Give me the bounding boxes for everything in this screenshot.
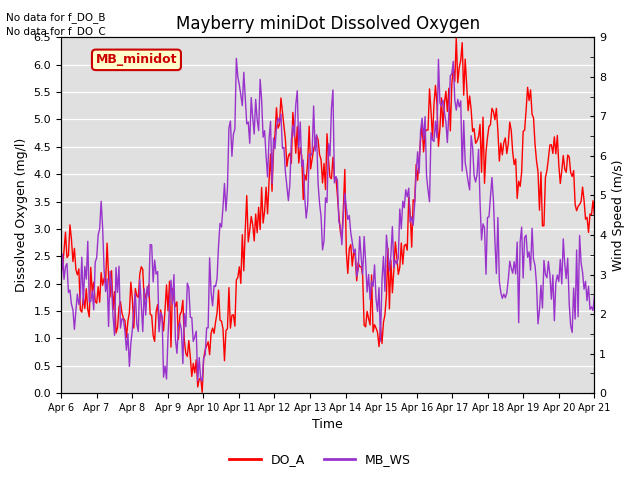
MB_WS — [591, 292, 598, 298]
DO_A — [198, 389, 206, 395]
MB_WS — [237, 93, 244, 98]
Y-axis label: Dissolved Oxygen (mg/l): Dissolved Oxygen (mg/l) — [15, 138, 28, 292]
DO_A — [244, 239, 252, 245]
MB_WS — [198, 378, 206, 384]
MB_WS — [218, 224, 225, 230]
DO_A — [591, 212, 598, 218]
MB_WS — [57, 281, 65, 287]
MB_WS — [123, 348, 131, 353]
DO_A — [57, 262, 65, 267]
DO_A — [292, 150, 300, 156]
DO_A — [236, 264, 243, 270]
Text: No data for f_DO_B: No data for f_DO_B — [6, 12, 106, 23]
Legend: DO_A, MB_WS: DO_A, MB_WS — [224, 448, 416, 471]
Line: DO_A: DO_A — [61, 37, 595, 392]
Y-axis label: Wind Speed (m/s): Wind Speed (m/s) — [612, 159, 625, 271]
DO_A — [564, 152, 572, 158]
MB_WS — [294, 88, 301, 94]
DO_A — [123, 335, 131, 340]
DO_A — [218, 318, 225, 324]
MB_WS — [564, 255, 572, 261]
Text: MB_minidot: MB_minidot — [96, 53, 177, 66]
MB_WS — [232, 56, 240, 61]
Title: Mayberry miniDot Dissolved Oxygen: Mayberry miniDot Dissolved Oxygen — [176, 15, 480, 33]
MB_WS — [246, 140, 253, 146]
Line: MB_WS: MB_WS — [61, 59, 595, 381]
DO_A — [452, 35, 460, 40]
X-axis label: Time: Time — [312, 419, 343, 432]
Text: No data for f_DO_C: No data for f_DO_C — [6, 26, 106, 37]
